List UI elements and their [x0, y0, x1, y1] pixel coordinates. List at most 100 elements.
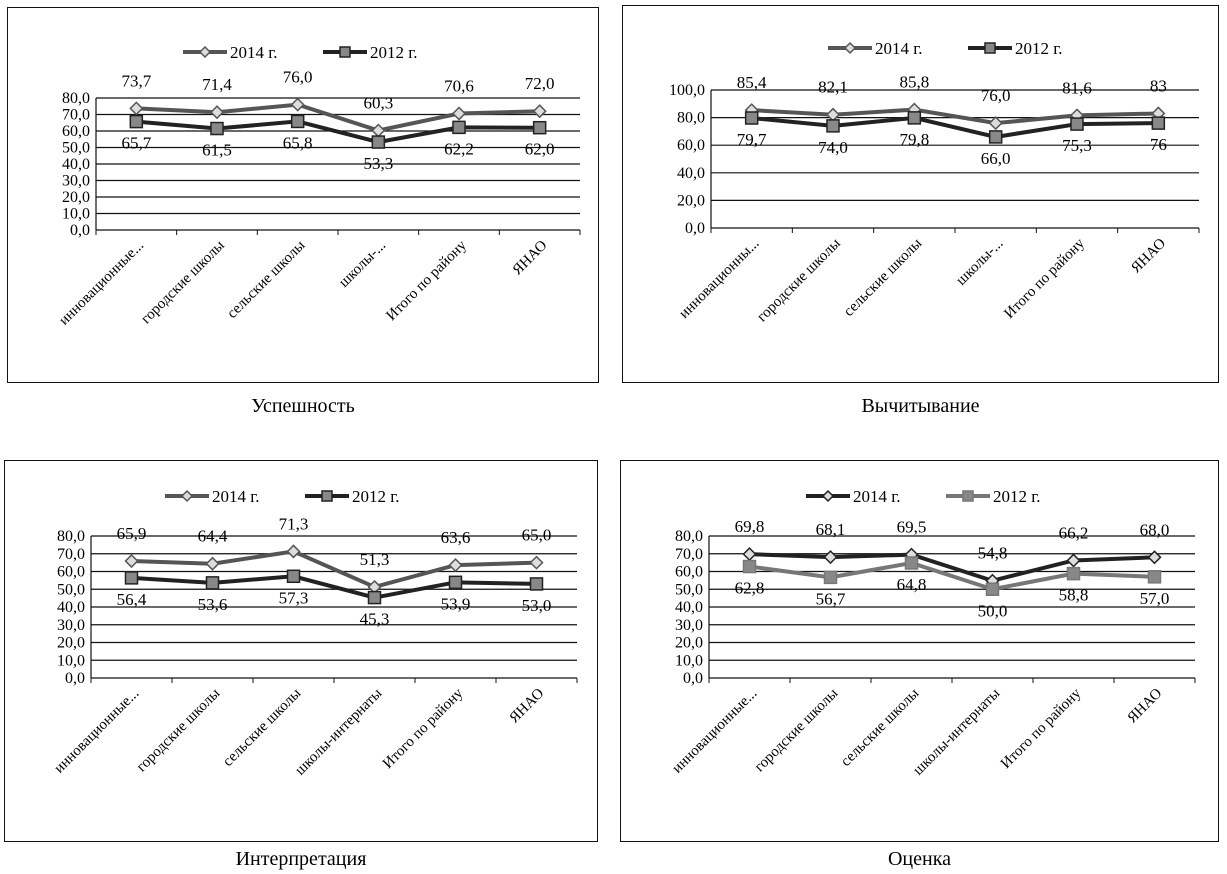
data-point-diamond — [451, 106, 467, 121]
x-tick-label: сельские школы — [220, 686, 304, 770]
data-point-diamond — [742, 547, 757, 562]
data-point-square — [286, 569, 301, 584]
line-chart-otsenka: 0,010,020,030,040,050,060,070,080,0иннов… — [669, 487, 1196, 779]
data-label: 56,7 — [816, 589, 846, 608]
series-line — [749, 560, 1155, 592]
data-label: 69,8 — [735, 517, 765, 536]
x-tick-label: школы-интернаты — [292, 686, 385, 779]
series-line — [749, 552, 1155, 583]
data-label: 53,6 — [198, 595, 228, 614]
data-point-square — [290, 114, 305, 129]
data-point-square — [529, 577, 544, 591]
data-label: 62,2 — [444, 139, 474, 158]
y-tick-label: 50,0 — [675, 581, 703, 598]
data-label: 73,7 — [121, 71, 151, 90]
x-tick-label: городские школы — [754, 236, 844, 326]
x-tick-label: школы-... — [336, 238, 389, 291]
legend-label: 2012 г. — [352, 487, 400, 506]
data-label: 66,2 — [1059, 523, 1089, 542]
x-tick-label: инновационные... — [56, 238, 147, 329]
data-label: 61,5 — [202, 141, 232, 160]
legend-marker-diamond — [198, 45, 212, 59]
series-line — [751, 115, 1159, 139]
data-point-diamond — [209, 105, 225, 120]
data-label: 60,3 — [363, 94, 393, 113]
y-tick-label: 60,0 — [675, 564, 703, 581]
chart-caption: Вычитывание — [861, 395, 980, 417]
data-point-diamond — [124, 553, 139, 569]
data-label: 56,4 — [117, 590, 147, 609]
chart-frame: 0,0 20,0 40,0 60,0 80,0 100,0 инновационны... г… — [622, 5, 1219, 383]
y-tick-label: 40,0 — [677, 165, 705, 182]
data-point-square — [532, 120, 547, 135]
data-label: 65,8 — [283, 133, 313, 152]
data-point-diamond — [988, 116, 1003, 131]
x-tick-label: Итого по району — [380, 685, 467, 772]
data-point-diamond — [129, 101, 144, 116]
data-point-square — [367, 590, 382, 605]
y-tick-label: 30,0 — [57, 617, 85, 634]
chart-caption: Интерпретация — [235, 848, 367, 870]
y-tick-label: 100,0 — [669, 82, 705, 99]
data-label: 53,0 — [522, 596, 552, 615]
y-tick-label: 80,0 — [677, 110, 705, 127]
y-tick-label: 60,0 — [62, 123, 90, 140]
x-tick-label: сельские школы — [838, 686, 922, 770]
data-label: 66,0 — [981, 149, 1011, 168]
data-label: 79,7 — [737, 130, 767, 149]
y-tick-label: 0,0 — [685, 220, 705, 237]
data-label: 54,8 — [978, 544, 1008, 563]
data-label: 53,9 — [441, 594, 471, 613]
data-point-diamond — [448, 558, 463, 573]
legend-marker-square — [984, 42, 996, 54]
chart-caption: Оценка — [887, 848, 952, 870]
y-tick-label: 10,0 — [675, 652, 703, 669]
x-tick-label: сельские школы — [841, 236, 925, 320]
legend-label: 2014 г. — [875, 39, 923, 58]
y-tick-label: 80,0 — [57, 528, 85, 545]
data-label: 65,9 — [117, 524, 147, 543]
y-tick-label: 20,0 — [57, 635, 85, 652]
x-tick-label: инновационные... — [669, 686, 760, 777]
data-point-diamond — [532, 104, 547, 119]
y-tick-label: 50,0 — [62, 140, 90, 157]
chart-frame: 0,0 10,0 20,0 30,0 40,0 50,0 60,0 70,0 80,0 иннов… — [620, 460, 1219, 842]
y-tick-label: 0,0 — [683, 670, 703, 687]
series-line — [136, 102, 540, 133]
data-label: 62,8 — [735, 579, 765, 598]
data-point-square — [1147, 570, 1162, 584]
data-point-square — [744, 111, 759, 125]
data-point-square — [904, 556, 919, 570]
legend-label: 2014 г. — [853, 487, 901, 506]
x-tick-label: городские школы — [134, 686, 224, 776]
data-point-diamond — [825, 107, 841, 122]
data-label: 50,0 — [978, 601, 1008, 620]
data-point-square — [985, 582, 1000, 596]
data-point-square — [124, 571, 139, 585]
data-label: 71,4 — [202, 75, 232, 94]
y-tick-label: 10,0 — [57, 652, 85, 669]
data-label: 69,5 — [897, 518, 927, 537]
x-tick-label: городские школы — [138, 238, 228, 328]
x-tick-label: городские школы — [752, 686, 842, 776]
data-label: 57,3 — [279, 588, 309, 607]
data-label: 85,8 — [899, 73, 929, 92]
data-label: 53,3 — [363, 154, 393, 173]
data-label: 57,0 — [1140, 589, 1170, 608]
data-label: 64,4 — [198, 527, 228, 546]
data-point-square — [452, 120, 466, 135]
data-label: 70,6 — [444, 77, 474, 96]
data-point-square — [205, 576, 220, 590]
x-tick-label: ЯНАО — [1128, 235, 1169, 276]
x-tick-label: инновационны... — [676, 236, 762, 322]
legend-marker-square — [339, 46, 351, 58]
legend-marker-diamond — [180, 489, 194, 503]
legend-marker-diamond — [821, 489, 835, 503]
x-tick-label: Итого по району — [998, 685, 1085, 772]
x-tick-label: школы-... — [953, 236, 1006, 289]
line-chart-vychityvanie: 0,0 20,0 40,0 60,0 80,0 100,0 инновационны...г… — [669, 39, 1200, 326]
data-label: 74,0 — [818, 138, 848, 157]
data-label: 76 — [1150, 135, 1167, 154]
data-point-square — [210, 121, 224, 136]
data-point-square — [742, 559, 757, 574]
